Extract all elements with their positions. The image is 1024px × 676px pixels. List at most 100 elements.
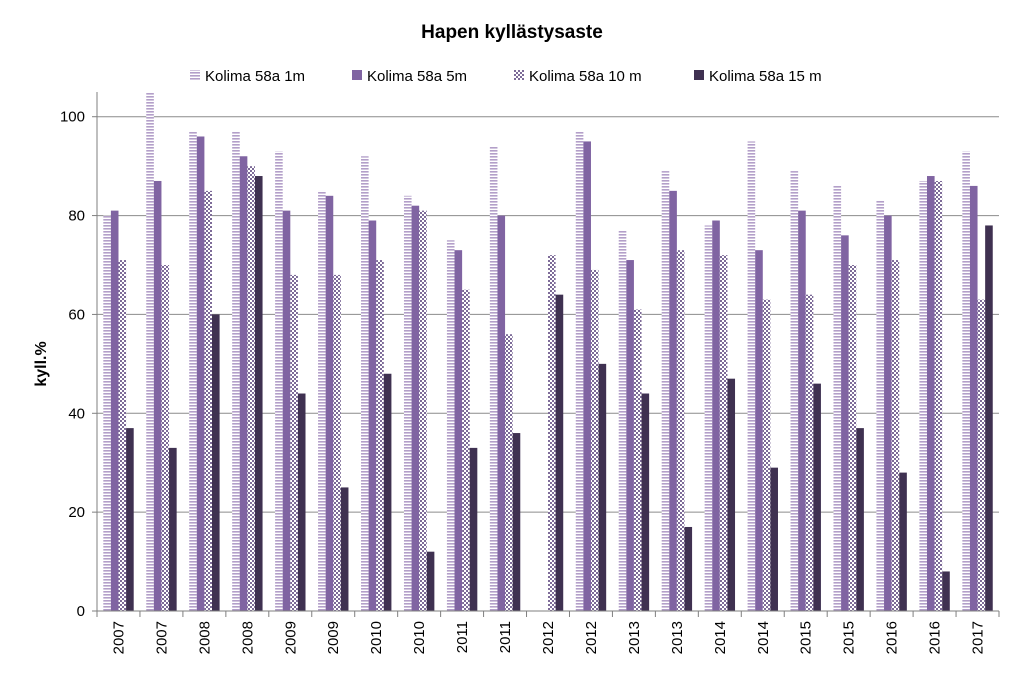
bar-kolima-58a-10-m-2010 xyxy=(376,260,384,611)
x-tick-label: 2009 xyxy=(282,621,299,654)
x-tick-label: 2007 xyxy=(110,621,127,654)
bar-kolima-58a-5m-2013 xyxy=(626,260,634,611)
bar-kolima-58a-15-m-2009 xyxy=(340,487,349,611)
bar-kolima-58a-1m-2011 xyxy=(489,146,498,611)
x-tick-label: 2009 xyxy=(325,621,342,654)
bar-kolima-58a-10-m-2014 xyxy=(719,255,728,611)
bar-kolima-58a-10-m-2011 xyxy=(462,289,470,611)
bar-kolima-58a-10-m-2017 xyxy=(977,299,986,611)
bar-kolima-58a-5m-2016 xyxy=(884,215,892,612)
bar-kolima-58a-15-m-2010 xyxy=(383,373,392,611)
bar-kolima-58a-5m-2013 xyxy=(669,190,677,611)
legend-swatch xyxy=(190,70,200,80)
bar-kolima-58a-15-m-2009 xyxy=(297,393,306,611)
bar-kolima-58a-10-m-2012 xyxy=(590,269,599,611)
bar-kolima-58a-5m-2008 xyxy=(196,136,205,611)
y-tick-label: 60 xyxy=(68,306,85,323)
bar-kolima-58a-1m-2007 xyxy=(103,215,111,612)
bar-kolima-58a-5m-2017 xyxy=(969,185,978,611)
bar-kolima-58a-1m-2014 xyxy=(704,225,713,611)
bar-kolima-58a-1m-2011 xyxy=(446,240,455,612)
legend-label: Kolima 58a 5m xyxy=(367,68,467,85)
bar-kolima-58a-5m-2015 xyxy=(841,235,849,612)
bar-kolima-58a-5m-2007 xyxy=(110,210,119,611)
bar-kolima-58a-1m-2010 xyxy=(361,156,369,611)
bar-kolima-58a-1m-2013 xyxy=(618,230,627,611)
x-tick-label: 2011 xyxy=(454,621,471,653)
x-tick-label: 2016 xyxy=(884,621,901,654)
bar-kolima-58a-15-m-2015 xyxy=(856,428,864,611)
bar-kolima-58a-15-m-2016 xyxy=(942,571,950,611)
bar-kolima-58a-10-m-2015 xyxy=(805,294,814,611)
bar-kolima-58a-5m-2011 xyxy=(454,250,463,611)
bar-kolima-58a-5m-2007 xyxy=(153,180,162,611)
bar-kolima-58a-1m-2017 xyxy=(962,151,970,612)
bar-kolima-58a-1m-2013 xyxy=(661,171,670,612)
bar-kolima-58a-10-m-2013 xyxy=(633,309,642,611)
legend-swatch xyxy=(514,70,524,80)
bar-kolima-58a-10-m-2009 xyxy=(290,274,298,611)
bar-kolima-58a-15-m-2014 xyxy=(727,378,736,611)
x-tick-label: 2008 xyxy=(196,621,213,654)
y-tick-label: 20 xyxy=(68,504,85,521)
bar-kolima-58a-1m-2015 xyxy=(833,185,842,611)
bar-kolima-58a-15-m-2013 xyxy=(684,526,693,611)
bar-kolima-58a-1m-2012 xyxy=(575,131,584,612)
y-axis-title: kyll.% xyxy=(33,341,50,386)
x-tick-label: 2013 xyxy=(669,621,686,654)
bar-kolima-58a-10-m-2011 xyxy=(505,334,513,611)
x-tick-labels: 2007 2007 2008 2008 2009 2009 2010 2010 2011 2011… xyxy=(110,621,986,654)
bar-kolima-58a-10-m-2010 xyxy=(419,210,427,611)
bar-kolima-58a-15-m-2011 xyxy=(512,433,521,611)
bar-kolima-58a-1m-2010 xyxy=(403,195,412,612)
bar-kolima-58a-15-m-2007 xyxy=(126,428,134,611)
bar-kolima-58a-5m-2009 xyxy=(282,210,291,611)
bar-kolima-58a-15-m-2008 xyxy=(254,176,263,611)
bar-kolima-58a-1m-2016 xyxy=(919,180,927,611)
bar-kolima-58a-5m-2015 xyxy=(798,210,806,611)
x-tick-label: 2014 xyxy=(755,621,772,654)
bar-kolima-58a-5m-2014 xyxy=(755,250,763,611)
axes xyxy=(92,92,1000,617)
legend-swatch xyxy=(352,70,362,80)
bar-kolima-58a-5m-2009 xyxy=(325,195,334,612)
bar-kolima-58a-1m-2009 xyxy=(318,190,326,611)
bar-kolima-58a-15-m-2010 xyxy=(426,551,435,611)
x-tick-label: 2014 xyxy=(712,621,729,654)
x-tick-label: 2017 xyxy=(970,621,987,654)
bar-kolima-58a-10-m-2016 xyxy=(891,260,900,611)
bar-kolima-58a-5m-2008 xyxy=(239,156,248,611)
bar-kolima-58a-5m-2014 xyxy=(712,220,720,611)
legend-item: Kolima 58a 10 m xyxy=(514,68,642,85)
legend: Kolima 58a 1m Kolima 58a 5m Kolima 58a 10 … xyxy=(190,68,822,85)
bar-kolima-58a-5m-2012 xyxy=(583,141,591,611)
bar-kolima-58a-1m-2009 xyxy=(275,151,283,612)
bar-kolima-58a-1m-2007 xyxy=(146,92,154,611)
bars xyxy=(103,92,993,612)
bar-kolima-58a-5m-2010 xyxy=(368,220,377,611)
x-tick-label: 2016 xyxy=(927,621,944,654)
x-tick-label: 2010 xyxy=(368,621,385,654)
bar-kolima-58a-5m-2011 xyxy=(497,215,506,612)
bar-kolima-58a-5m-2010 xyxy=(411,205,420,611)
x-tick-label: 2007 xyxy=(153,621,170,654)
bar-kolima-58a-5m-2016 xyxy=(926,176,935,611)
bar-kolima-58a-10-m-2007 xyxy=(161,265,170,611)
bar-kolima-58a-1m-2015 xyxy=(790,171,799,612)
bar-kolima-58a-15-m-2015 xyxy=(813,383,821,611)
y-tick-label: 40 xyxy=(68,405,85,422)
bar-kolima-58a-10-m-2012 xyxy=(548,255,556,611)
bar-kolima-58a-1m-2016 xyxy=(876,200,885,611)
bar-kolima-58a-10-m-2008 xyxy=(247,166,255,611)
bar-kolima-58a-10-m-2007 xyxy=(118,260,127,611)
y-tick-label: 80 xyxy=(68,208,85,225)
x-tick-label: 2013 xyxy=(626,621,643,654)
legend-swatch xyxy=(694,70,704,80)
bar-kolima-58a-10-m-2016 xyxy=(934,180,943,611)
bar-kolima-58a-15-m-2017 xyxy=(985,225,993,611)
bar-kolima-58a-10-m-2013 xyxy=(676,250,685,611)
bar-kolima-58a-15-m-2014 xyxy=(770,467,778,611)
legend-item: Kolima 58a 5m xyxy=(352,68,467,85)
bar-kolima-58a-10-m-2008 xyxy=(204,190,213,611)
